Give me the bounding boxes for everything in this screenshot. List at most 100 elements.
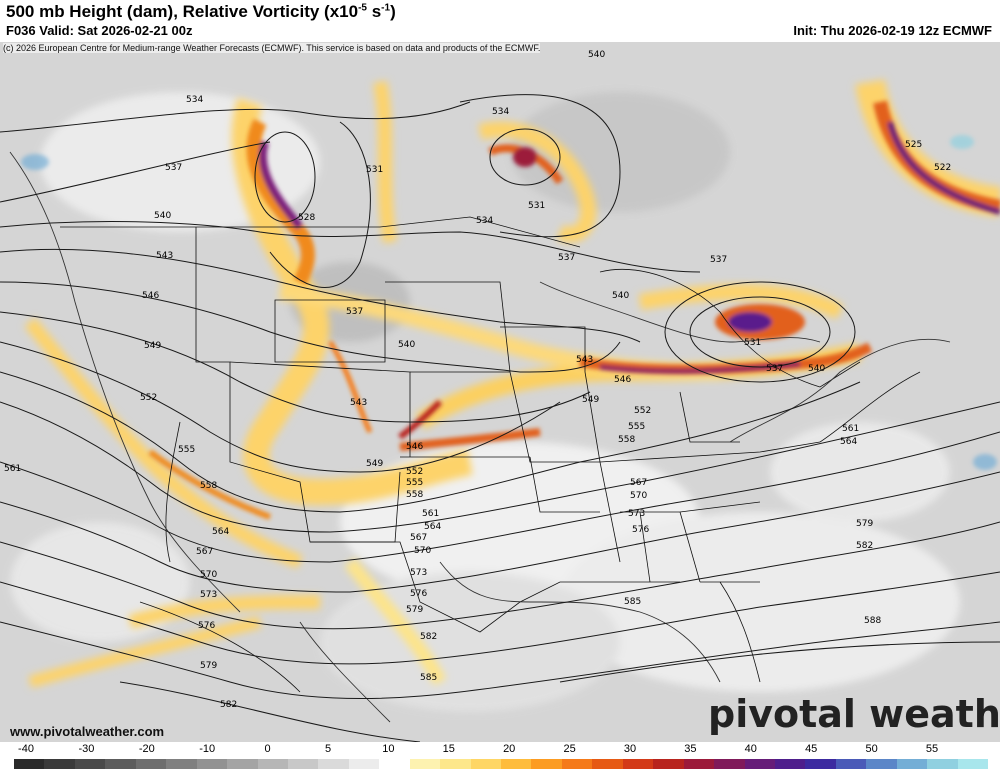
negative-vorticity-patches — [21, 135, 997, 470]
colorbar-swatch — [440, 759, 471, 769]
map-canvas: 534 531 528 534 531 540 525 522 537 540 … — [0, 42, 1000, 742]
contour-label: 558 — [618, 435, 635, 445]
colorbar-tick-label: 0 — [264, 743, 271, 755]
colorbar-swatch — [866, 759, 897, 769]
colorbar-tick-label: 40 — [744, 743, 757, 755]
colorbar-swatch — [227, 759, 258, 769]
contour-label: 531 — [528, 201, 545, 211]
colorbar-swatch — [927, 759, 958, 769]
copyright-notice: (c) 2026 European Centre for Medium-rang… — [3, 43, 541, 53]
colorbar-ticks: -40 -30 -20 -10 0 5 10 15 20 25 30 35 40 45 50 55 — [0, 742, 1000, 758]
contour-label: 585 — [624, 597, 641, 607]
colorbar-swatch — [653, 759, 684, 769]
contour-label: 579 — [406, 605, 423, 615]
colorbar-swatch — [835, 759, 867, 769]
contour-label: 564 — [212, 527, 229, 537]
colorbar-swatch — [44, 759, 75, 769]
contour-label: 531 — [366, 165, 383, 175]
colorbar-legend: -40 -30 -20 -10 0 5 10 15 20 25 30 35 40 45 50 55 — [0, 742, 1000, 772]
valid-time: F036 Valid: Sat 2026-02-21 00z — [6, 23, 193, 38]
contour-label: 576 — [198, 621, 215, 631]
contour-label: 537 — [558, 253, 575, 263]
contour-label: 534 — [492, 107, 509, 117]
colorbar-swatch — [105, 759, 136, 769]
colorbar-swatch — [135, 759, 167, 769]
colorbar-tick-label: 35 — [684, 743, 697, 755]
contour-label: 573 — [410, 568, 427, 578]
colorbar-swatch — [348, 759, 380, 769]
contour-label: 537 — [165, 163, 182, 173]
contour-label: 588 — [864, 616, 881, 626]
contour-label: 558 — [406, 490, 423, 500]
contour-label: 540 — [154, 211, 171, 221]
contour-label: 567 — [196, 547, 213, 557]
colorbar-tick-label: 45 — [805, 743, 818, 755]
colorbar-swatch — [714, 759, 745, 769]
contour-label: 579 — [856, 519, 873, 529]
contour-label: 582 — [220, 700, 237, 710]
colorbar-swatch — [470, 759, 501, 769]
colorbar-swatch — [409, 759, 441, 769]
contour-label: 540 — [612, 291, 629, 301]
contour-label: 552 — [406, 467, 423, 477]
colorbar-swatch — [622, 759, 654, 769]
colorbar-tick-label: 50 — [865, 743, 878, 755]
weather-map[interactable]: 534 531 528 534 531 540 525 522 537 540 … — [0, 42, 1000, 742]
colorbar-tick-label: 15 — [442, 743, 455, 755]
strong-vorticity-cores — [148, 100, 1000, 520]
contour-label: 549 — [144, 341, 161, 351]
colorbar-swatch — [74, 759, 106, 769]
contour-label: 561 — [422, 509, 439, 519]
colorbar-swatch — [196, 759, 228, 769]
contour-label: 564 — [424, 522, 441, 532]
contour-label: 570 — [200, 570, 217, 580]
contour-label: 546 — [142, 291, 159, 301]
contour-label: 582 — [420, 632, 437, 642]
coastlines — [9, 151, 951, 723]
colorbar-swatch — [379, 759, 410, 769]
contour-label: 567 — [410, 533, 427, 543]
colorbar-swatch — [166, 759, 197, 769]
height-contours — [0, 94, 1000, 742]
colorbar-swatch — [896, 759, 928, 769]
contour-label: 540 — [398, 340, 415, 350]
contour-label: 573 — [200, 590, 217, 600]
contour-label: 534 — [476, 216, 493, 226]
colorbar-tick-label: -30 — [78, 743, 95, 755]
colorbar-swatch — [531, 759, 562, 769]
colorbar-tick-label: 30 — [623, 743, 637, 755]
contour-label: 522 — [934, 163, 951, 173]
pivotal-weather-logo: pivotal weather — [708, 692, 1000, 736]
contour-labels: 534 531 528 534 531 540 525 522 537 540 … — [4, 50, 951, 710]
colorbar-swatch — [257, 759, 288, 769]
contour-label: 585 — [420, 673, 437, 683]
colorbar-tick-label: 20 — [503, 743, 516, 755]
colorbar-swatch — [592, 759, 623, 769]
contour-label: 549 — [582, 395, 599, 405]
contour-label: 555 — [178, 445, 195, 455]
colorbar-swatch — [774, 759, 806, 769]
contour-label: 579 — [200, 661, 217, 671]
contour-label: 570 — [414, 546, 431, 556]
contour-label: 552 — [634, 406, 651, 416]
contour-label: 567 — [630, 478, 647, 488]
colorbar-tick-label: 10 — [382, 743, 395, 755]
contour-label: 552 — [140, 393, 157, 403]
contour-label: 555 — [406, 478, 423, 488]
contour-label: 534 — [186, 95, 203, 105]
website-link[interactable]: www.pivotalweather.com — [10, 724, 165, 739]
colorbar-tick-label: 5 — [324, 743, 332, 755]
contour-label: 528 — [298, 213, 315, 223]
contour-label: 543 — [156, 251, 173, 261]
contour-label: 576 — [410, 589, 427, 599]
colorbar-swatch — [561, 759, 593, 769]
contour-label: 537 — [710, 255, 727, 265]
contour-label: 576 — [632, 525, 649, 535]
contour-label: 540 — [588, 50, 605, 60]
init-time: Init: Thu 2026-02-19 12z ECMWF — [793, 23, 992, 38]
colorbar-swatch — [957, 759, 988, 769]
contour-label: 555 — [628, 422, 645, 432]
contour-label: 549 — [366, 459, 383, 469]
header: 500 mb Height (dam), Relative Vorticity … — [0, 0, 1000, 42]
colorbar-swatch — [744, 759, 775, 769]
